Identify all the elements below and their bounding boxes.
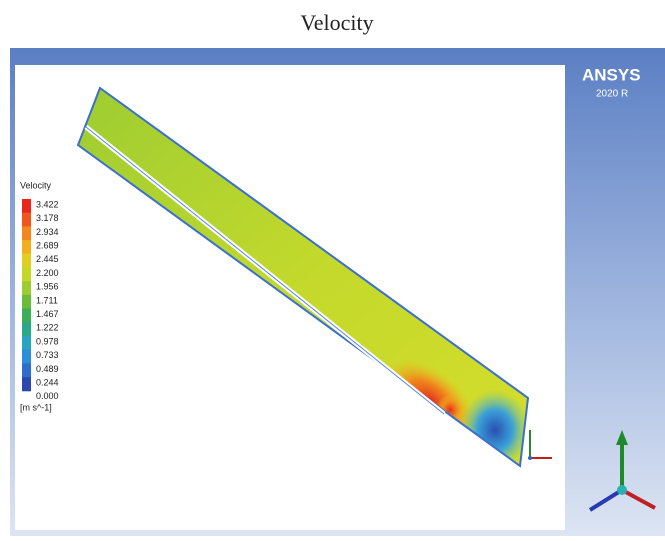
legend-swatch [22,350,31,364]
legend-unit: [m s^-1] [20,402,52,412]
legend-swatch [22,268,31,282]
legend-swatch [22,254,31,268]
logo-name: ANSYS [582,65,641,84]
legend-label: 2.200 [36,268,59,278]
legend-title: Velocity [20,180,52,190]
legend-swatch [22,240,31,254]
legend-label: 0.733 [36,350,59,360]
legend-label: 0.489 [36,364,59,374]
legend-swatch [22,363,31,377]
legend-label: 0.000 [36,391,59,401]
legend-label: 1.467 [36,309,59,319]
legend-label: 1.711 [36,295,58,305]
legend-swatch [22,213,31,227]
legend-label: 2.934 [36,227,59,237]
legend-label: 0.978 [36,336,59,346]
legend-label: 0.244 [36,377,59,387]
legend-swatch [22,309,31,323]
legend-swatch [22,377,31,391]
legend-swatch [22,281,31,295]
legend-label: 2.445 [36,254,59,264]
legend-label: 3.178 [36,213,59,223]
legend-label: 3.422 [36,199,59,209]
figure-title: Velocity [300,10,373,35]
legend-label: 2.689 [36,240,59,250]
legend-swatch [22,295,31,309]
legend-swatch [22,322,31,336]
legend-swatch [22,199,31,213]
legend: Velocity 3.422 3.178 2.934 2.689 2.445 2.200 1… [20,180,59,401]
legend-swatch [22,226,31,240]
screenshot: Velocity Velocity 3.422 3.178 2.934 2.689 2.… [0,0,665,536]
legend-label: 1.956 [36,282,59,292]
logo-version: 2020 R [596,89,628,100]
legend-label: 1.222 [36,323,59,333]
legend-swatch [22,336,31,350]
